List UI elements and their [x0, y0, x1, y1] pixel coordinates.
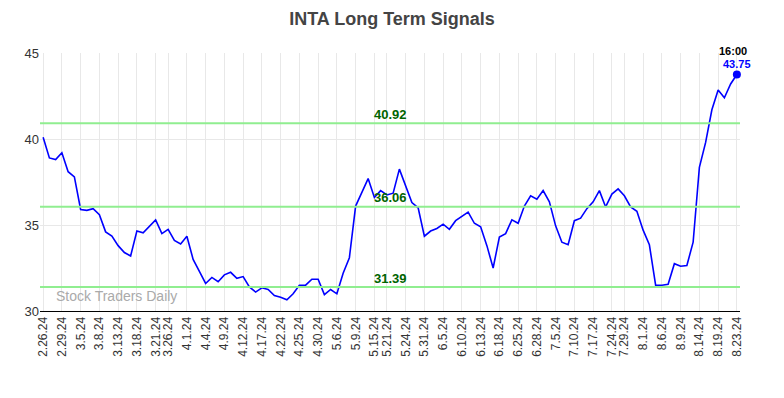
svg-text:4.9.24: 4.9.24: [217, 316, 231, 350]
svg-text:8.6.24: 8.6.24: [655, 316, 669, 350]
svg-text:6.10.24: 6.10.24: [455, 316, 469, 356]
svg-text:3.21.24: 3.21.24: [149, 316, 163, 356]
svg-text:6.13.24: 6.13.24: [474, 316, 488, 356]
svg-text:36.06: 36.06: [374, 190, 407, 205]
svg-text:8.23.24: 8.23.24: [730, 316, 744, 356]
svg-text:3.5.24: 3.5.24: [74, 316, 88, 350]
svg-text:4.12.24: 4.12.24: [236, 316, 250, 356]
svg-text:7.10.24: 7.10.24: [567, 316, 581, 356]
svg-text:7.24.24: 7.24.24: [605, 316, 619, 356]
svg-text:2.26.24: 2.26.24: [36, 316, 50, 356]
svg-text:43.75: 43.75: [723, 58, 751, 70]
svg-text:8.1.24: 8.1.24: [636, 316, 650, 350]
svg-text:4.1.24: 4.1.24: [180, 316, 194, 350]
svg-text:5.9.24: 5.9.24: [349, 316, 363, 350]
svg-text:5.24.24: 5.24.24: [399, 316, 413, 356]
svg-text:8.14.24: 8.14.24: [692, 316, 706, 356]
svg-text:2.29.24: 2.29.24: [55, 316, 69, 356]
svg-text:4.30.24: 4.30.24: [311, 316, 325, 356]
svg-text:6.25.24: 6.25.24: [511, 316, 525, 356]
svg-text:6.28.24: 6.28.24: [530, 316, 544, 356]
svg-text:6.18.24: 6.18.24: [492, 316, 506, 356]
svg-text:31.39: 31.39: [374, 271, 407, 286]
svg-text:45: 45: [25, 46, 39, 61]
svg-text:16:00: 16:00: [719, 45, 747, 57]
svg-text:3.8.24: 3.8.24: [92, 316, 106, 350]
svg-text:3.13.24: 3.13.24: [111, 316, 125, 356]
svg-text:5.6.24: 5.6.24: [330, 316, 344, 350]
svg-text:Stock Traders Daily: Stock Traders Daily: [56, 288, 177, 304]
svg-text:8.19.24: 8.19.24: [711, 316, 725, 356]
svg-text:8.9.24: 8.9.24: [674, 316, 688, 350]
svg-text:7.29.24: 7.29.24: [617, 316, 631, 356]
svg-text:5.21.24: 5.21.24: [380, 316, 394, 356]
svg-text:40: 40: [25, 132, 39, 147]
svg-text:4.25.24: 4.25.24: [292, 316, 306, 356]
svg-text:6.5.24: 6.5.24: [436, 316, 450, 350]
svg-text:3.18.24: 3.18.24: [130, 316, 144, 356]
svg-text:7.5.24: 7.5.24: [549, 316, 563, 350]
svg-text:30: 30: [25, 304, 39, 319]
svg-text:5.15.24: 5.15.24: [367, 316, 381, 356]
svg-text:35: 35: [25, 218, 39, 233]
svg-text:40.92: 40.92: [374, 107, 407, 122]
svg-text:4.22.24: 4.22.24: [274, 316, 288, 356]
svg-text:7.17.24: 7.17.24: [586, 316, 600, 356]
svg-text:INTA Long Term Signals: INTA Long Term Signals: [289, 9, 495, 29]
svg-text:4.17.24: 4.17.24: [255, 316, 269, 356]
svg-text:5.31.24: 5.31.24: [417, 316, 431, 356]
svg-text:4.4.24: 4.4.24: [199, 316, 213, 350]
svg-text:3.26.24: 3.26.24: [161, 316, 175, 356]
